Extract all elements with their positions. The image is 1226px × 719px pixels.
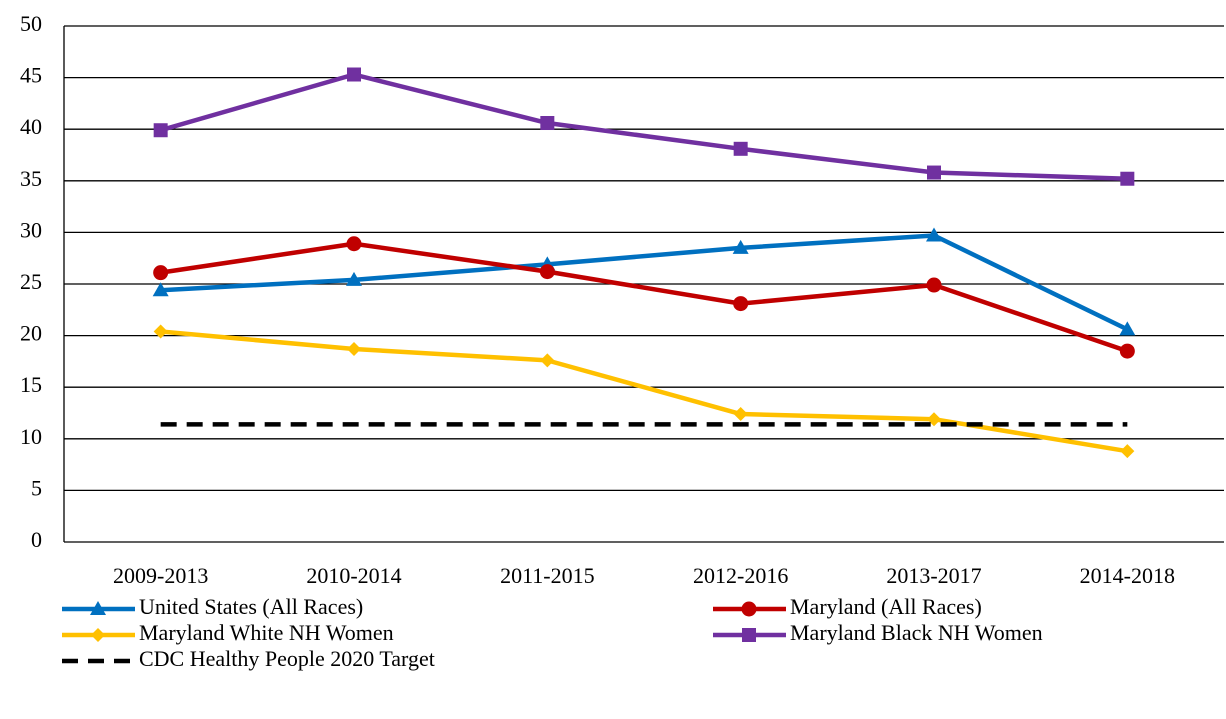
y-tick-label: 45 xyxy=(20,63,42,88)
series-line xyxy=(160,233,1129,332)
marker xyxy=(1119,321,1136,336)
marker xyxy=(926,227,942,242)
series-line xyxy=(160,329,1128,454)
marker xyxy=(540,353,555,368)
legend-label: Maryland White NH Women xyxy=(139,620,394,645)
marker xyxy=(539,264,555,280)
marker xyxy=(346,236,362,252)
marker xyxy=(1119,343,1135,359)
marker xyxy=(733,407,748,422)
y-tick-label: 0 xyxy=(31,527,42,552)
marker xyxy=(153,123,168,138)
marker xyxy=(741,601,757,617)
y-tick-label: 20 xyxy=(20,321,42,346)
y-tick-label: 5 xyxy=(31,475,42,500)
marker xyxy=(926,277,942,293)
marker xyxy=(153,265,169,281)
y-tick-label: 15 xyxy=(20,372,42,397)
x-tick-label: 2009-2013 xyxy=(113,563,208,588)
x-tick-label: 2014-2018 xyxy=(1080,563,1175,588)
marker xyxy=(540,116,555,131)
legend-label: Maryland (All Races) xyxy=(790,594,982,619)
legend-label: Maryland Black NH Women xyxy=(790,620,1043,645)
marker xyxy=(732,239,749,254)
marker xyxy=(347,342,361,357)
marker xyxy=(742,628,756,642)
x-tick-label: 2011-2015 xyxy=(500,563,595,588)
marker xyxy=(90,601,106,615)
y-tick-label: 30 xyxy=(20,217,42,242)
y-tick-label: 25 xyxy=(20,269,42,294)
marker xyxy=(153,324,168,339)
x-tick-label: 2010-2014 xyxy=(306,563,401,588)
x-tick-label: 2012-2016 xyxy=(693,563,788,588)
marker xyxy=(927,165,941,180)
x-tick-label: 2013-2017 xyxy=(886,563,981,588)
marker xyxy=(347,67,361,82)
marker xyxy=(91,628,105,642)
series-line xyxy=(160,72,1128,181)
marker xyxy=(733,141,748,156)
y-tick-label: 35 xyxy=(20,166,42,191)
y-tick-label: 10 xyxy=(20,424,42,449)
y-tick-label: 50 xyxy=(20,11,42,36)
marker xyxy=(152,282,169,297)
y-tick-label: 40 xyxy=(20,114,42,139)
marker xyxy=(346,271,362,286)
series-line xyxy=(160,241,1129,354)
legend-label: United States (All Races) xyxy=(139,594,363,619)
marker xyxy=(1120,171,1135,186)
marker xyxy=(1120,444,1135,459)
marker xyxy=(733,296,749,312)
legend-label: CDC Healthy People 2020 Target xyxy=(139,646,435,671)
